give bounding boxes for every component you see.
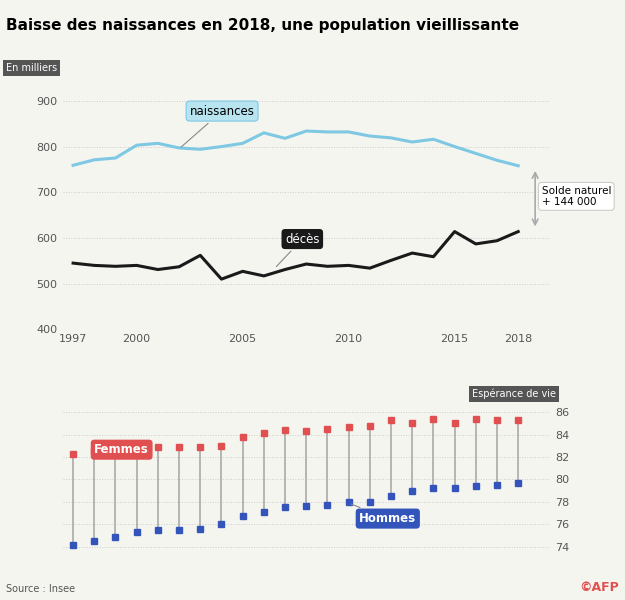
Text: En milliers: En milliers xyxy=(6,63,58,73)
Text: Espérance de vie: Espérance de vie xyxy=(472,389,556,400)
Text: ©AFP: ©AFP xyxy=(579,581,619,594)
Text: Femmes: Femmes xyxy=(94,443,149,456)
Text: Hommes: Hommes xyxy=(351,504,416,525)
Text: Solde naturel
+ 144 000: Solde naturel + 144 000 xyxy=(541,185,611,207)
Text: Baisse des naissances en 2018, une population vieillissante: Baisse des naissances en 2018, une popul… xyxy=(6,18,519,33)
Text: naissances: naissances xyxy=(181,104,254,147)
Text: décès: décès xyxy=(276,233,319,266)
Text: Source : Insee: Source : Insee xyxy=(6,584,76,594)
